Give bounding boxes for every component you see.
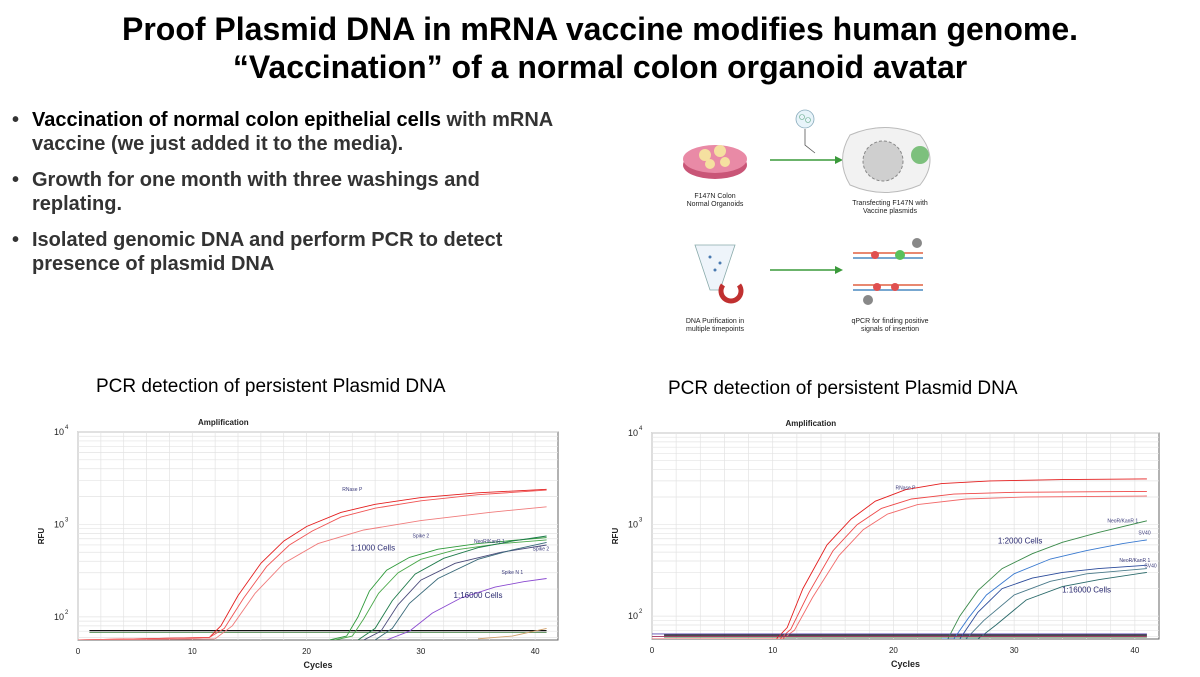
bullet-3-text: Isolated genomic DNA and perform PCR to … bbox=[32, 229, 503, 275]
chart2-x-tick: 0 bbox=[650, 646, 655, 655]
step4-label-a: qPCR for finding positive bbox=[851, 318, 928, 325]
chart2-x-tick: 10 bbox=[768, 646, 777, 655]
step2-label-b: Vaccine plasmids bbox=[863, 208, 917, 215]
chart1-x-tick: 30 bbox=[416, 647, 425, 656]
step1-label-a: F147N Colon bbox=[694, 193, 735, 200]
chart2-title: Amplification bbox=[786, 419, 837, 428]
bullet-2: Growth for one month with three washings… bbox=[10, 168, 570, 216]
chart2-annotation: RNase P bbox=[895, 486, 916, 492]
chart2-annotation: SV40 bbox=[1138, 530, 1150, 536]
chart2-y-tick: 10 bbox=[628, 520, 638, 530]
chart1-series-4 bbox=[329, 537, 547, 640]
chart2-y-tick-exp: 3 bbox=[639, 518, 643, 524]
bullet-1-bold: Vaccination of normal colon epithelial c… bbox=[32, 109, 441, 131]
workflow-diagram: F147N Colon Normal Organoids Transfectin… bbox=[683, 109, 931, 333]
chart1-plot-area bbox=[77, 431, 559, 641]
bullet-list: Vaccination of normal colon epithelial c… bbox=[10, 108, 570, 288]
plasmid-vial-icon bbox=[795, 109, 816, 154]
chart1-y-tick-exp: 2 bbox=[65, 610, 69, 616]
step2-label-a: Transfecting F147N with bbox=[852, 200, 928, 207]
chart1-annotation: 1:1000 Cells bbox=[351, 544, 395, 553]
chart1-series-3 bbox=[78, 506, 547, 640]
qpcr-icon bbox=[853, 238, 923, 305]
chart1-series-9 bbox=[386, 578, 547, 640]
chart1-series-5 bbox=[335, 539, 547, 640]
chart1-annotation: Spike 2 bbox=[533, 547, 550, 553]
chart1-y-tick-exp: 4 bbox=[65, 425, 69, 431]
chart2-series-3 bbox=[652, 495, 1147, 639]
step3-label-b: multiple timepoints bbox=[686, 326, 744, 333]
petri-dish-icon bbox=[683, 145, 747, 179]
chart1-annotation: Spike N 1 bbox=[501, 570, 523, 576]
chart1-series-1 bbox=[78, 488, 547, 640]
chart2-series-1 bbox=[652, 478, 1147, 639]
slide-title-line1: Proof Plasmid DNA in mRNA vaccine modifi… bbox=[121, 11, 1079, 47]
chart1-series-7 bbox=[363, 544, 547, 640]
arrow-1-head bbox=[835, 156, 843, 164]
chart2-annotation: NeoR/KanR 1 bbox=[1119, 558, 1150, 564]
chart1-x-tick: 20 bbox=[302, 647, 311, 656]
chart1-annotation: 1:16000 Cells bbox=[454, 591, 503, 600]
bullet-3: Isolated genomic DNA and perform PCR to … bbox=[10, 228, 570, 276]
chart1-xlabel: Cycles bbox=[303, 660, 332, 670]
chart2-annotation: SV40 bbox=[1144, 563, 1156, 569]
step3-label-a: DNA Purification in bbox=[686, 318, 744, 325]
chart2-ylabel: RFU bbox=[611, 528, 620, 545]
bullet-1: Vaccination of normal colon epithelial c… bbox=[10, 108, 570, 156]
chart2-annotation: NeoR/KanR 1 bbox=[1107, 519, 1138, 525]
chart2-x-tick: 30 bbox=[1010, 646, 1019, 655]
chart2-y-tick: 10 bbox=[628, 428, 638, 438]
chart1-series-10 bbox=[477, 627, 547, 640]
bullet-2-text: Growth for one month with three washings… bbox=[32, 169, 480, 215]
chart2-series-7 bbox=[953, 568, 1147, 639]
arrow-2-head bbox=[835, 266, 843, 274]
step1-label-b: Normal Organoids bbox=[687, 201, 744, 208]
slide-title-line2: “Vaccination” of a normal colon organoid… bbox=[232, 49, 968, 85]
chart2-x-tick: 40 bbox=[1130, 646, 1139, 655]
chart1-annotation: Spike 2 bbox=[413, 534, 430, 540]
chart1-caption: PCR detection of persistent Plasmid DNA bbox=[96, 376, 446, 397]
step4-label-b: signals of insertion bbox=[861, 326, 919, 333]
chart2-caption: PCR detection of persistent Plasmid DNA bbox=[668, 378, 1018, 399]
chart1-series-8 bbox=[374, 541, 547, 640]
chart1-x-tick: 0 bbox=[76, 647, 81, 656]
chart1-annotation: RNase P bbox=[342, 487, 363, 493]
chart2-y-tick-exp: 2 bbox=[639, 609, 643, 615]
chart1-y-tick-exp: 3 bbox=[65, 517, 69, 523]
chart1-ylabel: RFU bbox=[37, 528, 46, 545]
chart1-annotation: NeoR/KanR 1 bbox=[474, 539, 505, 545]
chart2-series-5 bbox=[941, 539, 1147, 639]
chart2-series-4 bbox=[935, 520, 1148, 639]
dna-tube-icon bbox=[694, 244, 744, 304]
chart2-series-6 bbox=[947, 564, 1147, 639]
chart1-x-tick: 10 bbox=[188, 647, 197, 656]
chart1-y-tick: 10 bbox=[54, 612, 64, 622]
bullet-1-text: with mRNA vaccine (we just added it to t… bbox=[32, 109, 553, 155]
chart1-y-tick: 10 bbox=[54, 519, 64, 529]
chart2-y-tick-exp: 4 bbox=[639, 426, 643, 432]
chart1-series-2 bbox=[78, 489, 547, 640]
transfected-cell-icon bbox=[842, 127, 931, 193]
chart1-x-tick: 40 bbox=[531, 647, 540, 656]
chart2-series-2 bbox=[652, 490, 1147, 639]
chart2-series-8 bbox=[965, 571, 1147, 639]
chart2-annotation: 1:2000 Cells bbox=[998, 537, 1042, 546]
chart1-series-6 bbox=[357, 535, 547, 640]
chart2-annotation: 1:16000 Cells bbox=[1062, 586, 1111, 595]
chart2-xlabel: Cycles bbox=[891, 659, 920, 669]
chart1-y-tick: 10 bbox=[54, 427, 64, 437]
chart2-plot-area bbox=[651, 432, 1160, 640]
chart2-y-tick: 10 bbox=[628, 611, 638, 621]
chart1-title: Amplification bbox=[198, 418, 249, 427]
chart2-x-tick: 20 bbox=[889, 646, 898, 655]
